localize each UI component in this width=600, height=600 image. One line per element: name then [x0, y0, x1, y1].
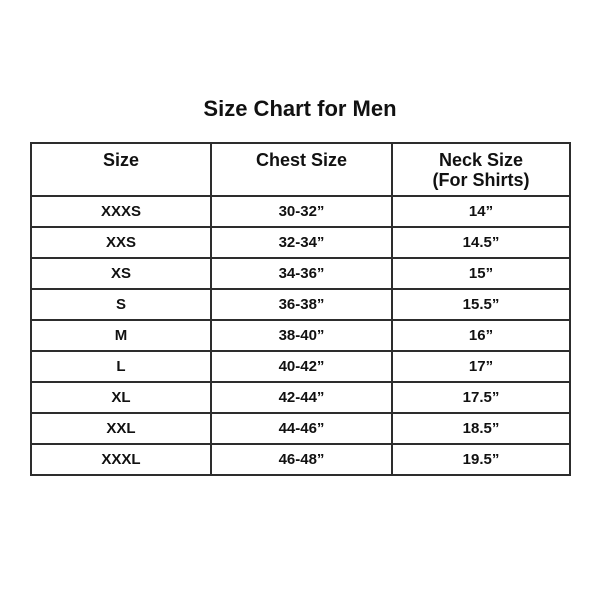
cell-chest: 36-38” [210, 288, 393, 321]
cell-neck: 16” [391, 319, 571, 352]
cell-chest: 44-46” [210, 412, 393, 445]
cell-size: XL [30, 381, 212, 414]
page-title: Size Chart for Men [203, 96, 397, 121]
cell-chest: 40-42” [210, 350, 393, 383]
cell-size: M [30, 319, 212, 352]
table-row: XXXS 30-32” 14” [30, 195, 571, 228]
cell-size: XS [30, 257, 212, 290]
table-row: L 40-42” 17” [30, 350, 571, 383]
cell-chest: 46-48” [210, 443, 393, 476]
cell-neck: 17.5” [391, 381, 571, 414]
cell-chest: 38-40” [210, 319, 393, 352]
cell-size: L [30, 350, 212, 383]
size-chart-table: Size Chest Size Neck Size (For Shirts) X… [30, 142, 571, 476]
col-header-size-label: Size [102, 150, 140, 170]
cell-size: XXL [30, 412, 212, 445]
table-row: XXL 44-46” 18.5” [30, 412, 571, 445]
cell-neck: 14.5” [391, 226, 571, 259]
cell-neck: 18.5” [391, 412, 571, 445]
col-header-chest-label: Chest Size [255, 150, 348, 170]
col-header-size: Size [30, 142, 212, 197]
table-row: XXXL 46-48” 19.5” [30, 443, 571, 476]
col-header-chest: Chest Size [210, 142, 393, 197]
table-row: S 36-38” 15.5” [30, 288, 571, 321]
cell-size: XXXS [30, 195, 212, 228]
cell-neck: 15.5” [391, 288, 571, 321]
table-row: XXS 32-34” 14.5” [30, 226, 571, 259]
cell-size: XXXL [30, 443, 212, 476]
cell-size: XXS [30, 226, 212, 259]
col-header-neck: Neck Size (For Shirts) [391, 142, 571, 197]
cell-neck: 17” [391, 350, 571, 383]
header-row: Size Chest Size Neck Size (For Shirts) [30, 142, 571, 197]
cell-chest: 34-36” [210, 257, 393, 290]
cell-chest: 32-34” [210, 226, 393, 259]
cell-chest: 42-44” [210, 381, 393, 414]
cell-chest: 30-32” [210, 195, 393, 228]
col-header-neck-label: Neck Size [438, 150, 524, 170]
cell-size: S [30, 288, 212, 321]
table-row: XS 34-36” 15” [30, 257, 571, 290]
table-row: M 38-40” 16” [30, 319, 571, 352]
cell-neck: 15” [391, 257, 571, 290]
table-row: XL 42-44” 17.5” [30, 381, 571, 414]
cell-neck: 19.5” [391, 443, 571, 476]
col-header-neck-sublabel: (For Shirts) [432, 170, 530, 190]
cell-neck: 14” [391, 195, 571, 228]
